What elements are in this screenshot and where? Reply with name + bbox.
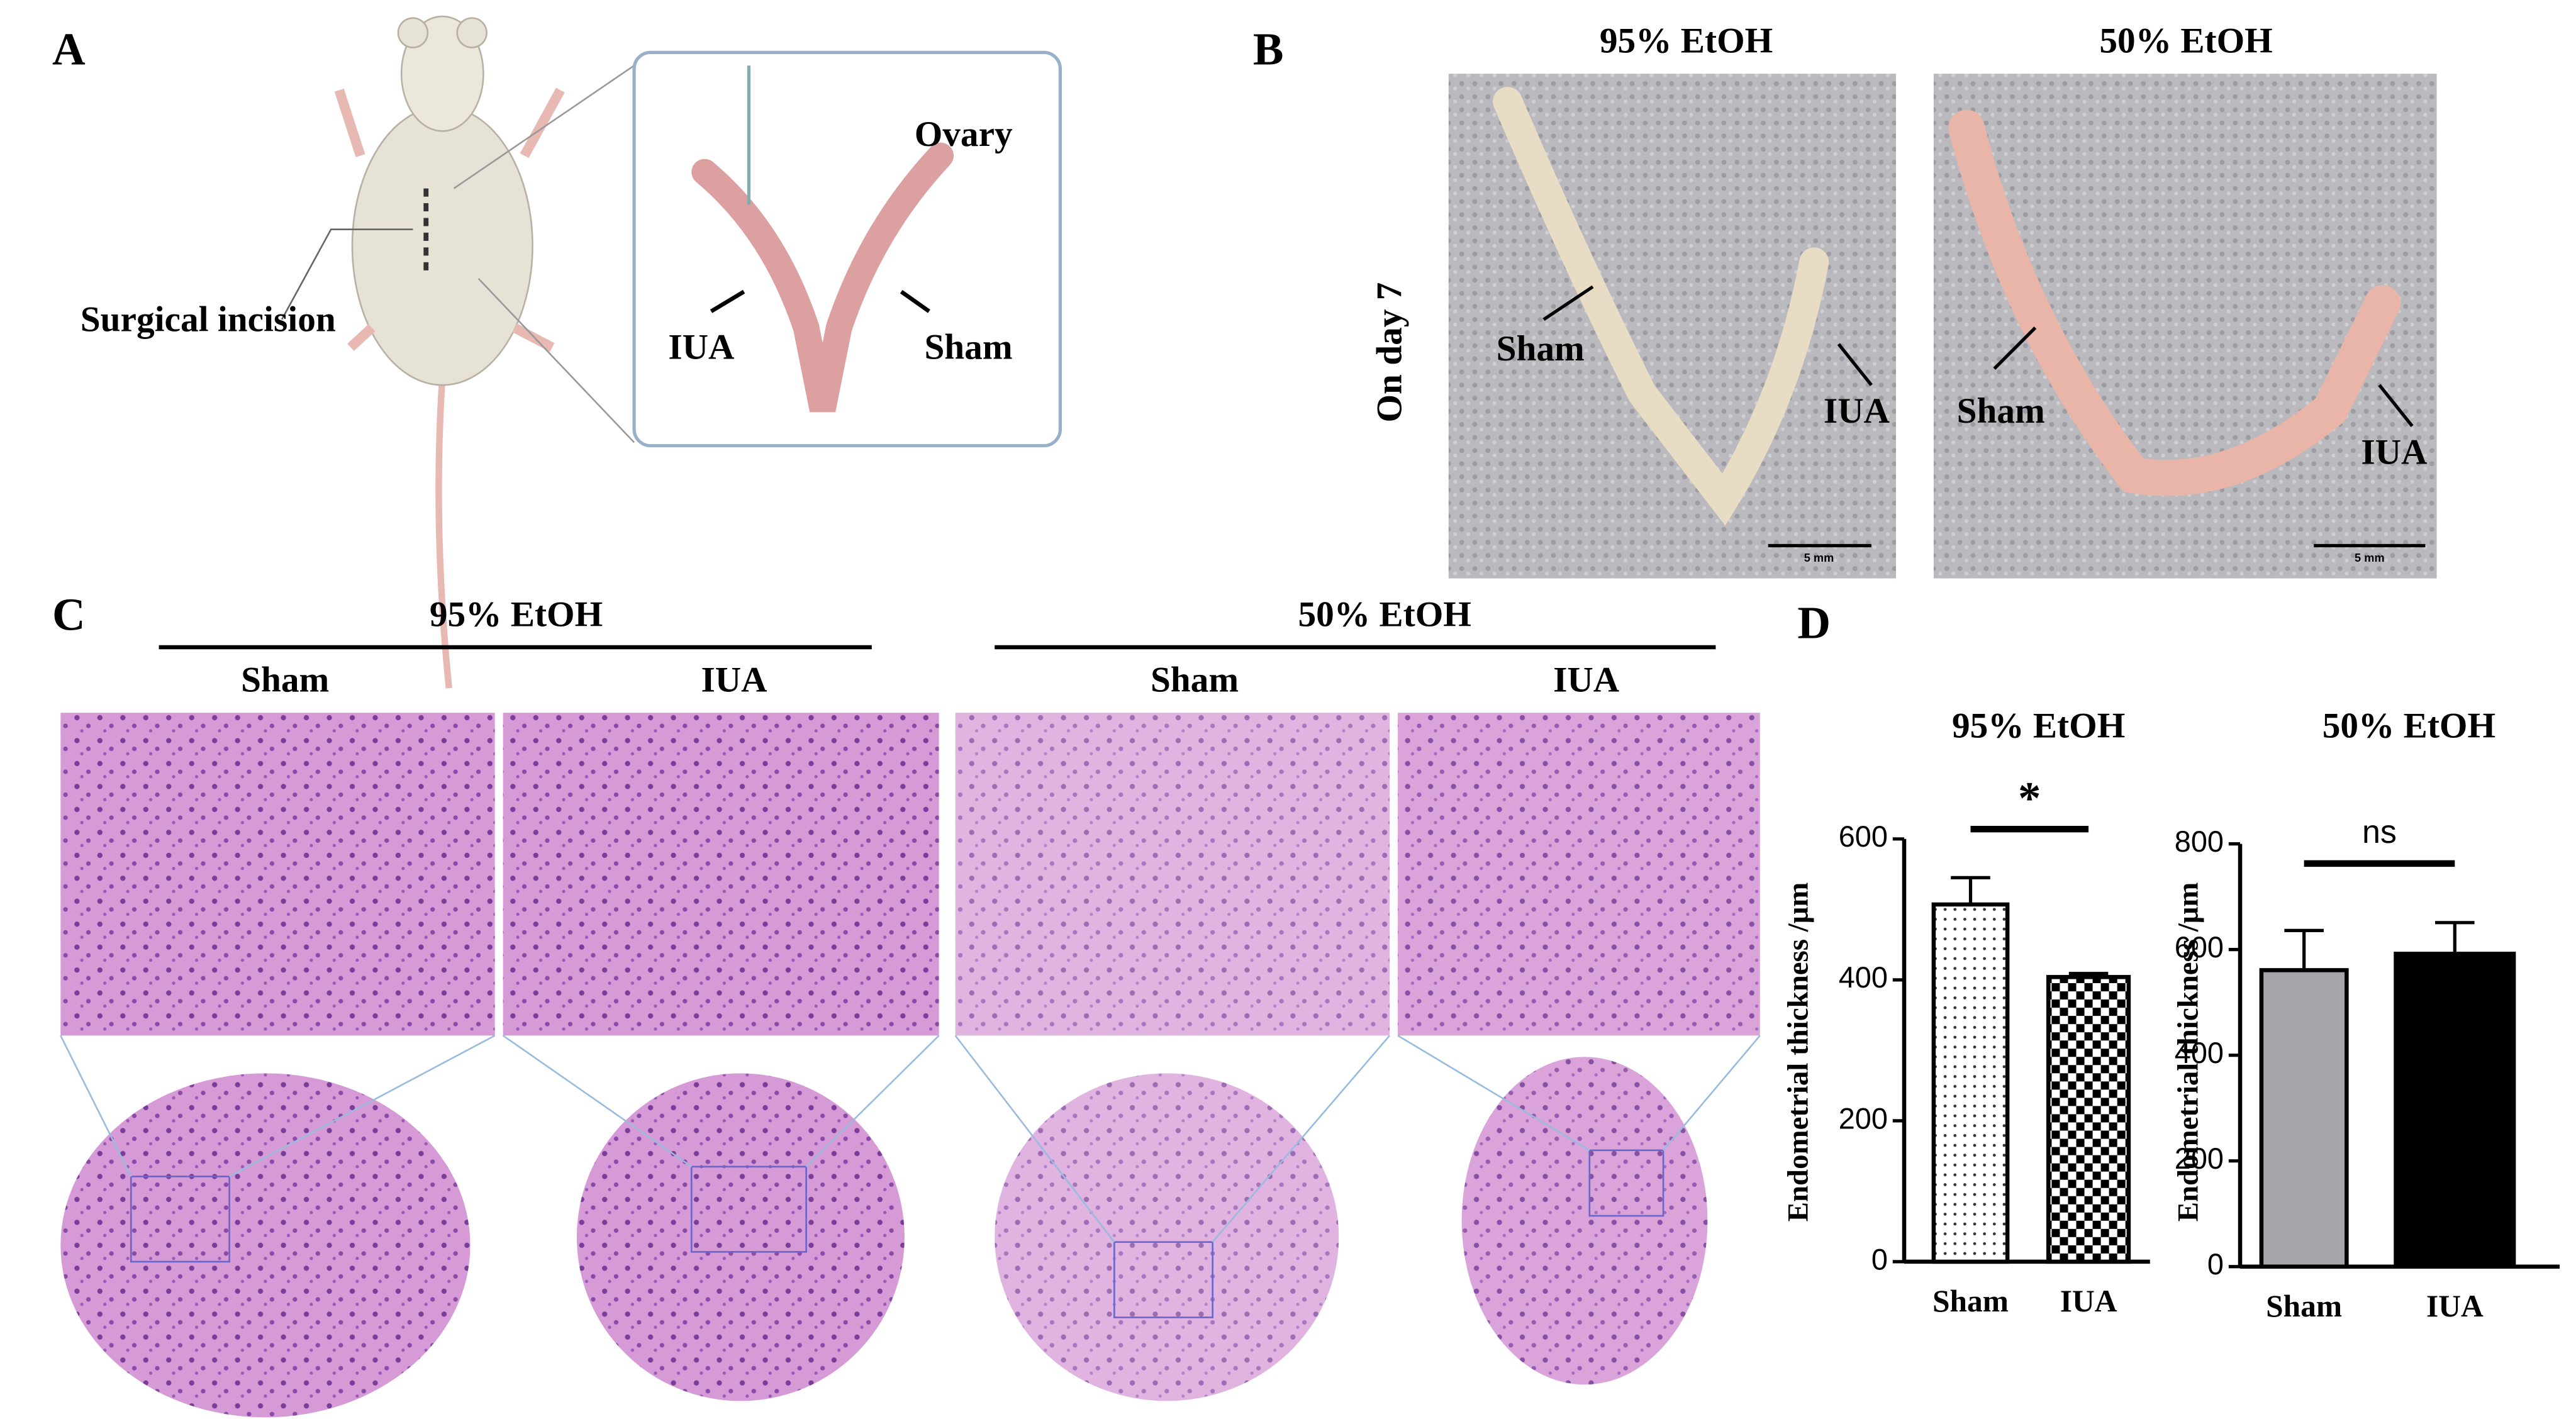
row-label: On day 7 (1369, 282, 1409, 423)
x-tick-label: IUA (2060, 1284, 2117, 1318)
y-tick-label: 0 (1871, 1243, 1888, 1276)
label: Sham (1497, 329, 1585, 369)
x-tick-label: IUA (2426, 1289, 2484, 1323)
label: Ovary (915, 114, 1013, 154)
y-tick-label: 200 (2175, 1142, 2224, 1175)
scale-label: 5 mm (2355, 551, 2385, 564)
column-title: 95% EtOH (1600, 21, 1773, 60)
uterus-photo (1948, 109, 2401, 496)
y-tick-label: 600 (2175, 931, 2224, 964)
mouse-illustration (281, 15, 635, 689)
bar (2259, 968, 2349, 1269)
y-tick-label: 400 (2175, 1037, 2224, 1069)
group-title: 50% EtOH (1298, 594, 1471, 634)
arrows (1542, 285, 2414, 427)
scale-label: 5 mm (1804, 551, 1834, 564)
label: IUA (668, 328, 734, 367)
bar (2394, 952, 2516, 1269)
group-title: 95% EtOH (430, 594, 603, 634)
arrows (710, 289, 930, 313)
chart-title: 50% EtOH (2322, 706, 2495, 745)
y-tick-label: 200 (1839, 1102, 1888, 1135)
column-label: Sham (241, 660, 329, 699)
bar (1931, 902, 2010, 1264)
panel-label: A (52, 24, 86, 75)
x-tick-label: Sham (2266, 1289, 2342, 1323)
uterus-photo (1493, 87, 1829, 526)
histology-images (60, 713, 1761, 1418)
x-tick-label: Sham (1932, 1284, 2009, 1318)
label: IUA (1824, 391, 1890, 431)
column-label: IUA (1553, 660, 1619, 699)
chart-title: 95% EtOH (1952, 706, 2125, 745)
y-tick-label: 600 (1839, 820, 1888, 853)
significance-label: ns (2362, 814, 2397, 850)
column-title: 50% EtOH (2099, 21, 2272, 60)
y-tick-label: 400 (1839, 961, 1888, 994)
y-tick-label: 800 (2175, 825, 2224, 858)
label: IUA (2361, 432, 2427, 472)
y-axis-label: Endometrial thickness /μm (2172, 882, 2205, 1222)
y-tick-label: 0 (2207, 1248, 2224, 1281)
column-label: Sham (1151, 660, 1239, 699)
y-axis-label: Endometrial thickness /μm (1782, 882, 1815, 1222)
bar (2046, 975, 2131, 1264)
panel-label: B (1253, 24, 1284, 75)
label: Surgical incision (81, 299, 336, 339)
panel-label: C (52, 589, 86, 640)
label: Sham (1957, 391, 2045, 431)
panel-label: D (1797, 597, 1831, 648)
inset-box (632, 50, 1062, 448)
significance-label: * (2018, 772, 2041, 823)
label: Sham (924, 328, 1012, 367)
uterus-diagram (691, 142, 954, 413)
column-label: IUA (701, 660, 767, 699)
